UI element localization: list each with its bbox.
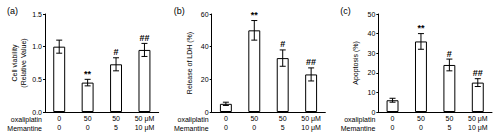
svg-text:40: 40 (201, 43, 209, 50)
svg-text:20: 20 (201, 76, 209, 83)
svg-text:oxaliplatin: oxaliplatin (178, 116, 209, 124)
svg-text:10 μM: 10 μM (301, 124, 321, 132)
svg-text:50: 50 (84, 115, 92, 122)
svg-text:0: 0 (391, 115, 395, 122)
svg-text:##: ## (306, 57, 316, 67)
svg-text:50 μM: 50 μM (301, 115, 321, 123)
svg-text:50: 50 (417, 115, 425, 122)
svg-text:50: 50 (250, 115, 258, 122)
svg-text:oxaliplatin: oxaliplatin (344, 116, 375, 124)
svg-text:5: 5 (447, 124, 451, 131)
svg-text:20: 20 (368, 69, 376, 76)
svg-text:0: 0 (86, 124, 90, 131)
svg-text:Memantine: Memantine (341, 125, 376, 132)
svg-text:50 μM: 50 μM (468, 115, 488, 123)
svg-text:0: 0 (252, 124, 256, 131)
svg-text:#: # (280, 39, 285, 49)
svg-text:#: # (447, 49, 452, 59)
svg-text:0.0: 0.0 (32, 109, 42, 116)
svg-text:0: 0 (371, 109, 375, 116)
svg-text:(Relative Value): (Relative Value) (20, 38, 28, 87)
svg-text:50: 50 (112, 115, 120, 122)
svg-text:Cell viability: Cell viability (11, 44, 19, 81)
svg-text:**: ** (417, 23, 425, 33)
svg-text:0.5: 0.5 (32, 76, 42, 83)
svg-text:Memantine: Memantine (7, 125, 42, 132)
svg-text:0: 0 (419, 124, 423, 131)
svg-text:50 μM: 50 μM (135, 115, 155, 123)
svg-text:##: ## (473, 68, 483, 78)
svg-text:0: 0 (57, 124, 61, 131)
svg-text:60: 60 (201, 11, 209, 18)
svg-text:(b): (b) (174, 6, 185, 16)
svg-text:50: 50 (279, 115, 287, 122)
svg-text:0: 0 (57, 115, 61, 122)
svg-text:5: 5 (114, 124, 118, 131)
svg-text:1.0: 1.0 (32, 43, 42, 50)
svg-text:40: 40 (368, 30, 376, 37)
svg-text:##: ## (139, 33, 149, 43)
svg-text:0: 0 (224, 124, 228, 131)
svg-text:5: 5 (281, 124, 285, 131)
svg-text:0: 0 (224, 115, 228, 122)
svg-text:oxaliplatin: oxaliplatin (11, 116, 42, 124)
svg-text:(a): (a) (7, 6, 18, 16)
svg-text:**: ** (84, 69, 92, 79)
svg-text:Memantine: Memantine (174, 125, 209, 132)
svg-text:#: # (114, 47, 119, 57)
svg-text:Apoptosis (%): Apoptosis (%) (352, 41, 360, 85)
svg-text:(c): (c) (340, 6, 351, 16)
svg-text:10: 10 (368, 89, 376, 96)
svg-text:1.5: 1.5 (32, 11, 42, 18)
svg-text:50: 50 (445, 115, 453, 122)
svg-text:0: 0 (391, 124, 395, 131)
svg-text:10 μM: 10 μM (468, 124, 488, 132)
svg-text:0: 0 (205, 109, 209, 116)
svg-text:**: ** (251, 10, 259, 20)
svg-text:10 μM: 10 μM (135, 124, 155, 132)
svg-text:30: 30 (368, 50, 376, 57)
svg-text:Release of LDH (%): Release of LDH (%) (186, 32, 194, 94)
svg-text:50: 50 (368, 11, 376, 18)
